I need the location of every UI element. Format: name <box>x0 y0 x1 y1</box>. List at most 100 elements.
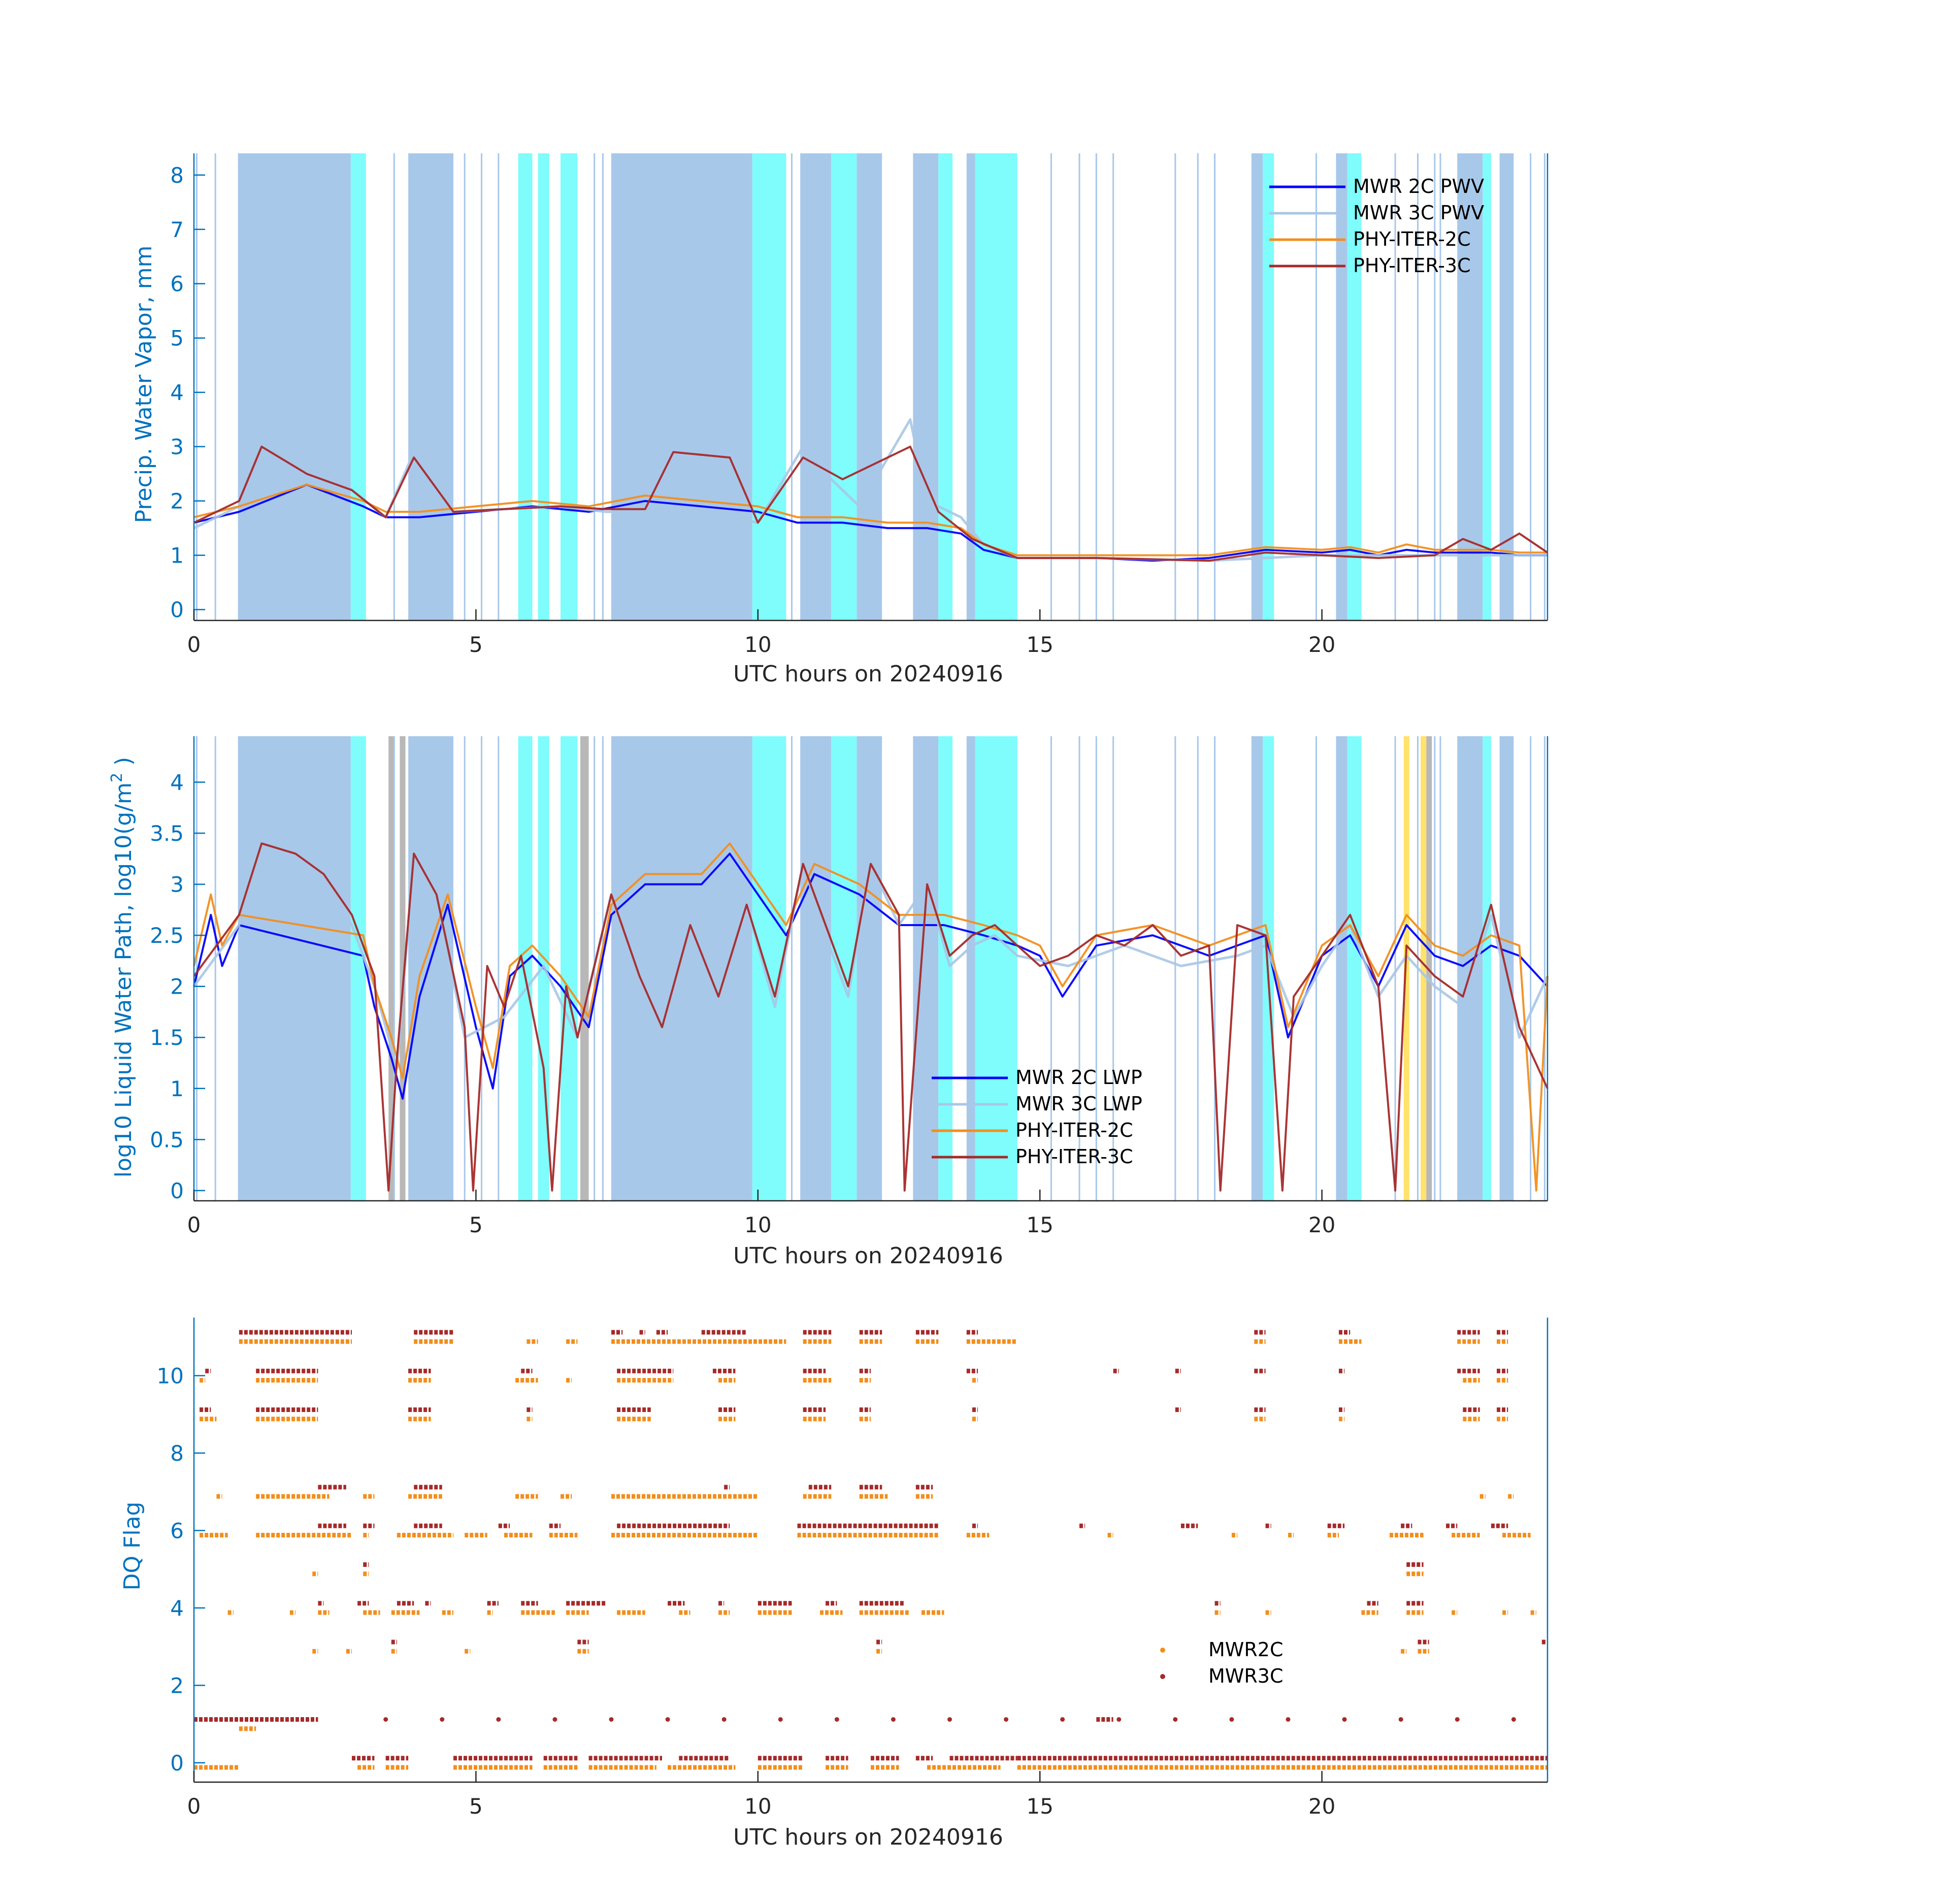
lwp-series <box>192 842 1549 1192</box>
dq-mwr3c-point <box>665 1717 670 1722</box>
pwv-shade-cyan <box>752 153 786 620</box>
dq-y-tick-label: 4 <box>170 1596 184 1621</box>
lwp-shade-cyan <box>561 736 578 1201</box>
lwp-y-tick-label: 4 <box>170 770 184 795</box>
pwv-shade-cyan <box>518 153 533 620</box>
lwp-shade-cyan <box>350 736 366 1201</box>
pwv-shade-blue <box>966 153 975 620</box>
dq-x-tick-label: 15 <box>1027 1794 1054 1819</box>
pwv-x-tick-label: 10 <box>744 632 771 657</box>
lwp-shade-blue <box>1457 736 1483 1201</box>
pwv-shade-blue <box>857 153 882 620</box>
lwp-shade-yellow <box>1421 736 1427 1201</box>
dq-mwr3c-point <box>1173 1717 1178 1722</box>
dq-mwr3c-point <box>1511 1717 1516 1722</box>
dq-mwr3c-point <box>496 1717 501 1722</box>
legend-swatch-mwr3c <box>1160 1674 1165 1679</box>
legend-label-phy-iter-2c: PHY-ITER-2C <box>1353 228 1471 250</box>
lwp-shade-gray <box>388 736 394 1201</box>
lwp-shading <box>196 736 1545 1201</box>
dq-y-tick-label: 0 <box>170 1751 184 1776</box>
legend-label-phy-iter-3c: PHY-ITER-3C <box>1353 254 1471 277</box>
lwp-x-tick-label: 20 <box>1308 1212 1335 1237</box>
lwp-y-axis-label-sup: 2 <box>108 773 126 782</box>
lwp-shade-cyan <box>1347 736 1362 1201</box>
dq-mwr3c-point <box>1004 1717 1009 1722</box>
lwp-shade-yellow <box>1403 736 1409 1201</box>
pwv-axes: 0 5 10 15 20 0 1 2 3 4 5 6 7 8 <box>170 153 1549 657</box>
lwp-shade-blue <box>800 736 832 1201</box>
pwv-x-tick-label: 20 <box>1308 632 1335 657</box>
dq-mwr3c-point <box>947 1717 952 1722</box>
dq-mwr3c-point <box>1342 1717 1347 1722</box>
pwv-series-phy-iter-3c <box>193 445 1549 562</box>
dq-mwr3c-point <box>1286 1717 1291 1722</box>
dq-mwr3c-point <box>552 1717 557 1722</box>
lwp-y-axis-label: log10 Liquid Water Path, log10(g/m2 ) <box>108 757 137 1178</box>
lwp-x-tick-label: 0 <box>187 1212 201 1237</box>
legend-swatch-mwr2c <box>1160 1648 1165 1653</box>
lwp-shade-blue <box>913 736 939 1201</box>
lwp-y-tick-label: 1.5 <box>150 1025 184 1050</box>
lwp-shade-gray <box>1426 736 1432 1201</box>
dq-y-axis-label: DQ Flag <box>119 1502 145 1591</box>
lwp-shade-blue <box>408 736 453 1201</box>
dq-mwr3c-point <box>891 1717 896 1722</box>
lwp-shade-gray <box>580 736 589 1201</box>
pwv-series <box>193 418 1549 562</box>
pwv-series-phy-iter-2c <box>193 483 1548 556</box>
lwp-series-phy-iter-3c <box>193 842 1549 1192</box>
lwp-x-tick-label: 5 <box>469 1212 483 1237</box>
lwp-series-phy-iter-2c <box>193 842 1549 1192</box>
dq-y-tick-label: 6 <box>170 1518 184 1543</box>
lwp-shade-gray <box>400 736 406 1201</box>
legend-label-mwr-3c-pwv: MWR 3C PWV <box>1353 202 1484 224</box>
lwp-x-tick-label: 10 <box>744 1212 771 1237</box>
lwp-shade-cyan <box>975 736 1017 1201</box>
legend-label-mwr3c: MWR3C <box>1208 1665 1283 1687</box>
dq-x-tick-label: 5 <box>469 1794 483 1819</box>
legend-label-phy-iter-2c: PHY-ITER-2C <box>1015 1119 1133 1141</box>
dq-x-tick-label: 20 <box>1308 1794 1335 1819</box>
lwp-shade-cyan <box>518 736 533 1201</box>
dq-mwr3c-point <box>383 1717 388 1722</box>
dq-panel: 0 5 10 15 20 0 2 4 6 8 10 UTC hours on 20240916 DQ… <box>119 1318 1549 1850</box>
pwv-shade-blue <box>238 153 351 620</box>
pwv-y-tick-label: 3 <box>170 435 184 459</box>
pwv-shading <box>196 153 1545 620</box>
lwp-y-axis-label-main: log10 Liquid Water Path, log10(g/m <box>111 782 137 1177</box>
pwv-series-mwr-2c-pwv <box>193 483 1548 562</box>
legend-label-mwr-2c-lwp: MWR 2C LWP <box>1015 1066 1142 1089</box>
dq-mwr3c-point <box>609 1717 614 1722</box>
dq-mwr3c-point <box>1116 1717 1122 1722</box>
pwv-shade-cyan <box>561 153 578 620</box>
dq-series <box>194 1330 1548 1770</box>
pwv-y-tick-label: 2 <box>170 489 184 514</box>
pwv-y-tick-label: 7 <box>170 217 184 242</box>
pwv-y-axis-label: Precip. Water Vapor, mm <box>131 246 157 523</box>
dq-y-tick-label: 10 <box>157 1363 184 1388</box>
lwp-y-tick-label: 0 <box>170 1178 184 1203</box>
lwp-panel: 0 5 10 15 20 0 0.5 1 1.5 2 2.5 3 3.5 4 UTC hours on 2… <box>108 736 1549 1269</box>
pwv-shade-blue <box>611 153 752 620</box>
lwp-shade-cyan <box>938 736 953 1201</box>
pwv-y-tick-label: 1 <box>170 543 184 568</box>
pwv-x-tick-label: 0 <box>187 632 201 657</box>
lwp-y-tick-label: 2.5 <box>150 923 184 948</box>
lwp-legend: MWR 2C LWP MWR 3C LWP PHY-ITER-2C PHY-ITER-… <box>932 1066 1142 1168</box>
lwp-shade-blue <box>238 736 351 1201</box>
dq-mwr3c-point <box>1060 1717 1065 1722</box>
pwv-y-tick-label: 6 <box>170 272 184 297</box>
pwv-x-tick-label: 15 <box>1027 632 1054 657</box>
pwv-shade-blue <box>800 153 832 620</box>
lwp-y-tick-label: 3.5 <box>150 821 184 846</box>
pwv-shade-cyan <box>938 153 953 620</box>
lwp-y-tick-label: 1 <box>170 1076 184 1101</box>
legend-label-phy-iter-3c: PHY-ITER-3C <box>1015 1145 1133 1168</box>
dq-mwr3c-point <box>778 1717 783 1722</box>
pwv-shade-cyan <box>1263 153 1274 620</box>
pwv-shade-cyan <box>1483 153 1491 620</box>
lwp-axes: 0 5 10 15 20 0 0.5 1 1.5 2 2.5 3 3.5 4 <box>150 736 1549 1237</box>
